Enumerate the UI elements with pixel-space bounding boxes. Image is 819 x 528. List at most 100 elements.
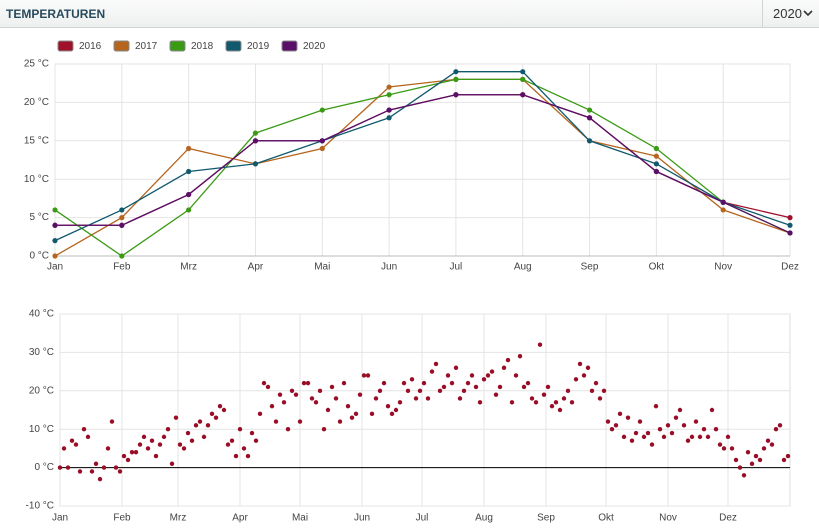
legend-swatch	[225, 40, 242, 52]
data-point	[445, 373, 451, 378]
data-point	[301, 380, 307, 386]
legend-label: 2019	[247, 41, 270, 52]
data-point	[329, 384, 335, 390]
data-point	[409, 377, 415, 382]
data-point	[720, 199, 726, 205]
data-point	[373, 396, 379, 401]
data-point	[386, 84, 392, 90]
data-point	[381, 380, 387, 386]
data-point	[119, 215, 125, 221]
data-point	[89, 469, 95, 474]
data-point	[105, 446, 111, 451]
data-point	[377, 388, 383, 393]
data-point	[757, 457, 763, 463]
chevron-icon	[803, 10, 813, 17]
data-point	[609, 427, 615, 432]
data-point	[720, 207, 726, 213]
data-point	[437, 388, 443, 393]
x-tick-label: Mrz	[170, 513, 187, 524]
data-point	[477, 400, 483, 405]
data-point	[413, 396, 419, 401]
data-point	[557, 407, 563, 413]
plot-area	[54, 63, 791, 257]
data-point	[729, 446, 735, 451]
data-point	[233, 453, 239, 459]
data-point	[357, 392, 363, 397]
x-tick-label: Sep	[537, 513, 555, 524]
data-point	[541, 392, 547, 397]
x-tick-label: Jan	[47, 262, 63, 273]
data-point	[249, 430, 255, 436]
data-point	[209, 411, 215, 417]
data-point	[157, 442, 163, 447]
data-point	[509, 400, 515, 405]
data-point	[481, 377, 487, 382]
data-point	[281, 400, 287, 405]
data-point	[425, 396, 431, 401]
x-tick-label: Nov	[659, 513, 677, 524]
x-tick-label: Nov	[714, 262, 732, 273]
data-point	[257, 411, 263, 417]
data-point	[725, 434, 731, 440]
data-point	[161, 434, 167, 440]
data-point	[685, 438, 691, 443]
data-point	[117, 469, 123, 474]
x-tick-label: Jun	[354, 513, 370, 524]
data-point	[561, 396, 567, 401]
data-point	[145, 446, 151, 451]
data-point	[517, 354, 523, 359]
data-point	[453, 92, 459, 98]
data-point	[533, 400, 539, 405]
data-point	[173, 415, 179, 420]
data-point	[261, 380, 267, 386]
data-point	[386, 107, 392, 113]
data-point	[653, 161, 659, 167]
data-point	[669, 430, 675, 436]
data-point	[461, 388, 467, 393]
data-point	[177, 442, 183, 447]
data-point	[393, 407, 399, 413]
data-point	[305, 380, 311, 386]
series-line	[54, 78, 791, 257]
data-point	[69, 438, 75, 443]
data-point	[289, 388, 295, 393]
data-point	[153, 453, 159, 459]
legend-label: 2016	[79, 41, 102, 52]
data-point	[697, 434, 703, 440]
data-point	[119, 222, 125, 228]
data-point	[453, 76, 459, 82]
data-point	[457, 396, 463, 401]
data-point	[520, 76, 526, 82]
y-tick-label: 10 °C	[29, 424, 54, 435]
data-point	[661, 434, 667, 440]
data-point	[601, 388, 607, 393]
data-point	[321, 427, 327, 432]
data-point	[665, 423, 671, 428]
legend-label: 2017	[135, 41, 158, 52]
data-point	[52, 238, 58, 244]
data-point	[617, 411, 623, 417]
data-point	[657, 427, 663, 432]
charts: 0 °C 5 °C 10 °C 15 °C 20 °C 25 °C Jan Feb Mrz Apr…	[24, 40, 799, 524]
data-point	[205, 423, 211, 428]
y-tick-label: 20 °C	[29, 385, 54, 396]
data-point	[453, 69, 459, 75]
data-point	[277, 392, 283, 397]
data-point	[569, 400, 575, 405]
year-dropdown[interactable]: 2020	[762, 0, 819, 27]
y-tick-label: -10 °C	[26, 501, 54, 512]
data-point	[787, 222, 793, 228]
data-point	[545, 384, 551, 390]
data-point	[713, 427, 719, 432]
data-point	[405, 388, 411, 393]
data-point	[573, 377, 579, 382]
data-point	[787, 230, 793, 236]
data-point	[333, 396, 339, 401]
data-point	[485, 373, 491, 378]
data-point	[77, 469, 83, 474]
data-point	[369, 411, 375, 417]
data-point	[717, 442, 723, 447]
data-point	[597, 396, 603, 401]
data-point	[85, 434, 91, 440]
